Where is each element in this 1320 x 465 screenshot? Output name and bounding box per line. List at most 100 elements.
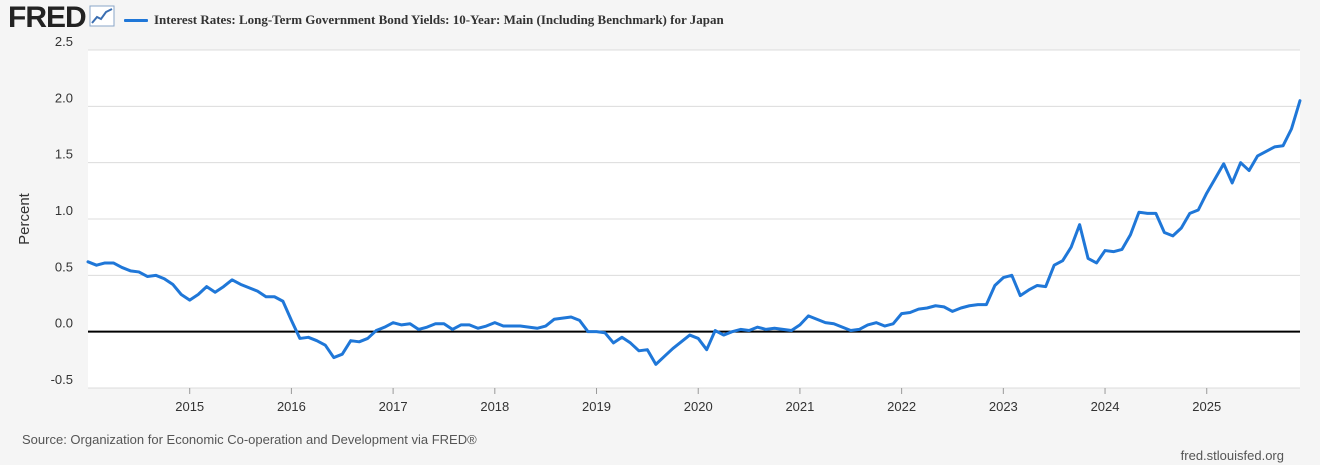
- data-point: [460, 324, 463, 327]
- data-point: [544, 325, 547, 328]
- data-point: [95, 264, 98, 267]
- data-point: [782, 328, 785, 331]
- data-point: [434, 322, 437, 325]
- data-point: [180, 293, 183, 296]
- data-point: [121, 266, 124, 269]
- fred-logo[interactable]: FRED: [8, 3, 115, 33]
- y-axis-label: Percent: [16, 192, 33, 245]
- y-axis-ticks: -0.5 0.0 0.5 1.0 1.5 2.0 2.5: [51, 34, 73, 387]
- data-point: [392, 321, 395, 324]
- data-point: [892, 322, 895, 325]
- data-point: [722, 334, 725, 337]
- chart-line-icon: [89, 4, 115, 33]
- data-point: [426, 326, 429, 329]
- data-point: [197, 293, 200, 296]
- data-point: [612, 342, 615, 345]
- data-point: [655, 363, 658, 366]
- data-point: [358, 341, 361, 344]
- data-point: [366, 337, 369, 340]
- data-point: [477, 327, 480, 330]
- x-tick-label: 2015: [175, 399, 204, 414]
- data-point: [417, 328, 420, 331]
- data-point: [104, 262, 107, 265]
- data-point: [629, 342, 632, 345]
- data-point: [816, 318, 819, 321]
- y-tick-label: 2.5: [55, 34, 73, 49]
- data-point: [400, 324, 403, 327]
- data-point: [595, 330, 598, 333]
- y-tick-label: 1.0: [55, 203, 73, 218]
- site-link[interactable]: fred.stlouisfed.org: [1180, 448, 1284, 463]
- data-point: [866, 324, 869, 327]
- data-point: [1087, 257, 1090, 260]
- data-point: [1146, 212, 1149, 215]
- data-point: [739, 328, 742, 331]
- data-point: [765, 328, 768, 331]
- data-point: [1053, 264, 1056, 267]
- data-point: [349, 339, 352, 342]
- data-point: [934, 304, 937, 307]
- x-tick-label: 2018: [480, 399, 509, 414]
- data-point: [1265, 150, 1268, 153]
- data-point: [527, 326, 530, 329]
- data-point: [1282, 144, 1285, 147]
- y-tick-label: 2.0: [55, 90, 73, 105]
- data-point: [1095, 262, 1098, 265]
- data-point: [231, 279, 234, 282]
- data-point: [883, 325, 886, 328]
- data-point: [714, 329, 717, 332]
- data-point: [129, 270, 132, 273]
- legend-swatch: [124, 18, 148, 22]
- series-line[interactable]: [86, 99, 1302, 366]
- data-point: [443, 322, 446, 325]
- data-point: [1027, 289, 1030, 292]
- data-point: [968, 304, 971, 307]
- data-point: [265, 295, 268, 298]
- data-point: [578, 319, 581, 322]
- data-point: [155, 274, 158, 277]
- data-point: [570, 316, 573, 319]
- data-point: [1155, 212, 1158, 215]
- data-point: [510, 325, 513, 328]
- data-point: [273, 295, 276, 298]
- data-point: [671, 347, 674, 350]
- x-tick-label: 2020: [684, 399, 713, 414]
- data-point: [1256, 155, 1259, 158]
- data-point: [994, 284, 997, 287]
- data-point: [909, 311, 912, 314]
- data-point: [239, 283, 242, 286]
- data-point: [1121, 248, 1124, 251]
- x-tick-label: 2025: [1192, 399, 1221, 414]
- y-tick-label: -0.5: [51, 372, 73, 387]
- x-axis-ticks: 2015 2016 2017 2018 2019 2020 2021 2022 2023 2024…: [175, 388, 1221, 414]
- data-point: [519, 325, 522, 328]
- x-tick-label: 2021: [785, 399, 814, 414]
- data-point: [502, 325, 505, 328]
- data-point: [307, 336, 310, 339]
- data-point: [875, 321, 878, 324]
- data-point: [621, 336, 624, 339]
- data-point: [663, 355, 666, 358]
- data-point: [926, 307, 929, 310]
- data-point: [282, 300, 285, 303]
- data-point: [248, 286, 251, 289]
- data-point: [324, 344, 327, 347]
- data-point: [841, 326, 844, 329]
- data-point: [1197, 209, 1200, 212]
- data-point: [1290, 128, 1293, 131]
- data-point: [494, 321, 497, 324]
- data-point: [222, 285, 225, 288]
- data-point: [1019, 294, 1022, 297]
- x-tick-label: 2019: [582, 399, 611, 414]
- data-point: [1061, 259, 1064, 262]
- data-point: [1070, 246, 1073, 249]
- data-point: [1078, 223, 1081, 226]
- data-point: [849, 329, 852, 332]
- data-point: [188, 299, 191, 302]
- data-point: [163, 277, 166, 280]
- data-point: [316, 339, 319, 342]
- data-point: [943, 306, 946, 309]
- data-point: [1273, 146, 1276, 149]
- data-point: [1205, 192, 1208, 195]
- data-point: [748, 329, 751, 332]
